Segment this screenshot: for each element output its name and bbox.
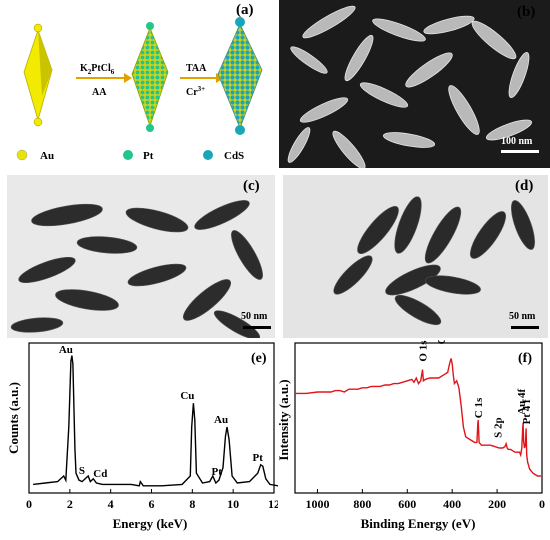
legend-pt-marker [123,150,133,160]
peak-label-5: Au [214,414,228,426]
spectrum-line-0 [295,358,541,477]
au-bipyramid [23,23,53,127]
x-tick-label-1: 800 [353,497,371,511]
peak-label-5: Pt 4 f [521,399,533,424]
peak-label-0: Au [59,344,73,356]
reaction-arrow-1: K2PtCl6 AA [76,63,132,98]
synthesis-schematic: K2PtCl6 AA TAA Cr3+ Au Pt C [16,17,263,162]
x-tick-label-6: 12 [268,497,278,511]
au-pt-cds-bipyramid [217,17,263,135]
legend-pt-label: Pt [143,150,154,162]
x-tick-label-0: 0 [26,497,32,511]
plot-frame-f [294,342,543,494]
peak-label-0: O 1s [418,340,430,362]
panel-e-eds-chart: Energy (keV) Counts (a.u.) (e) 0 2 4 6 8 10 12… [0,340,280,535]
x-tick-label-5: 0 [539,497,545,511]
scale-bar-b [501,150,539,153]
sem-micrograph [287,5,533,168]
scale-bar-c-label: 50 nm [241,311,268,322]
xps-survey-spectrum: Binding Energy (eV) Intensity (a.u.) (f)… [276,316,545,531]
x-tick-label-4: 200 [488,497,506,511]
x-tick-label-0: 1000 [305,497,329,511]
panel-d-label: (d) [515,178,534,194]
step1-reagent-label: K2PtCl6 [80,63,115,76]
eds-spectrum: Energy (keV) Counts (a.u.) (e) 0 2 4 6 8 10 12… [6,342,280,531]
scale-bar-d-label: 50 nm [509,311,536,322]
panel-f-xps-chart: Binding Energy (eV) Intensity (a.u.) (f)… [276,316,550,535]
peak-label-2: Cd [93,468,107,480]
panel-c-tem-image: (c) 50 nm [7,175,275,338]
peak-label-6: Pt [253,452,264,464]
y-axis-label-f: Intensity (a.u.) [278,379,291,460]
peak-label-4: Au 4f [516,388,528,414]
peak-label-1: S [79,465,85,477]
spectrum-line-0 [33,355,279,487]
peak-label-1: Cd 3d [436,340,448,344]
y-axis-label-e: Counts (a.u.) [6,382,21,454]
reaction-arrow-2: TAA Cr3+ [180,63,224,98]
x-tick-label-5: 10 [227,497,239,511]
x-tick-label-4: 8 [189,497,195,511]
peak-label-4: Pt [212,466,223,478]
x-axis-label-e: Energy (keV) [113,516,188,531]
legend-au-marker [16,149,28,161]
tem-micrograph-c [10,200,263,338]
x-tick-label-3: 6 [149,497,155,511]
x-tick-label-2: 4 [108,497,114,511]
tem-micrograph-d [333,196,535,326]
scale-bar-c [243,326,271,329]
peak-label-3: S 2p [493,417,505,438]
x-tick-label-2: 600 [398,497,416,511]
legend: Au Pt CdS [16,149,244,162]
step1-reducer-label: AA [92,87,107,98]
peak-label-3: Cu [180,390,194,402]
panel-e-label: (e) [251,351,267,366]
x-axis-label-f: Binding Energy (eV) [361,516,476,531]
panel-c-label: (c) [243,178,260,194]
step2-reagent-label: TAA [186,63,207,74]
au-pt-bipyramid [131,22,169,132]
legend-cds-label: CdS [224,150,244,162]
panel-d-tem-image: (d) 50 nm [283,175,548,338]
scale-bar-d [511,326,539,329]
scale-bar-b-label: 100 nm [501,136,533,147]
x-tick-label-3: 400 [443,497,461,511]
panel-a-schematic: K2PtCl6 AA TAA Cr3+ Au Pt C [0,0,275,168]
panel-b-label: (b) [517,4,536,20]
step2-ion-label: Cr3+ [186,85,205,98]
peak-label-2: C 1s [473,397,485,418]
panel-a-label: (a) [236,2,254,18]
panel-f-label: (f) [518,351,532,366]
legend-au-label: Au [40,150,54,162]
panel-b-sem-image: (b) 100 nm [279,0,550,168]
legend-cds-marker [203,150,213,160]
x-tick-label-1: 2 [67,497,73,511]
